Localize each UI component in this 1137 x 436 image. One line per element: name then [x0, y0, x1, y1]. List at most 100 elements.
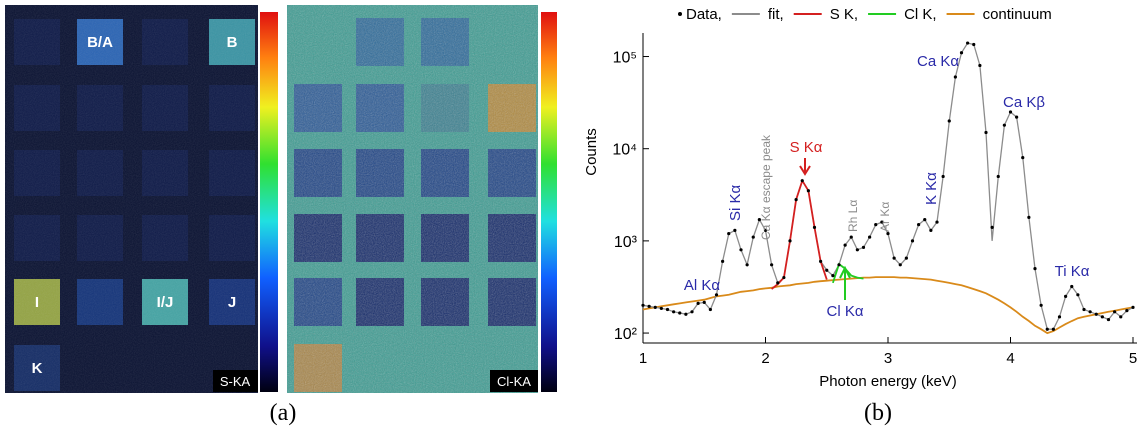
label-box	[213, 370, 258, 392]
data-point	[1131, 305, 1135, 309]
y-tick-label: 10⁴	[612, 142, 637, 159]
data-point	[837, 263, 841, 267]
data-point	[966, 41, 970, 45]
map-label: Cl-KA	[497, 374, 531, 389]
data-point	[708, 307, 712, 312]
y-tick-label: 10⁵	[613, 50, 637, 67]
data-point	[996, 174, 1000, 179]
x-tick-label: 5	[1129, 350, 1137, 367]
peak-label: Ar Kα	[878, 202, 892, 232]
x-axis-title: Photon energy (keV)	[819, 373, 957, 390]
data-point	[782, 275, 786, 280]
legend-label: Cl K,	[904, 6, 937, 23]
data-point	[978, 63, 982, 68]
colorbar	[541, 12, 557, 392]
data-point	[745, 263, 749, 267]
data-point	[929, 228, 933, 232]
data-point	[1015, 115, 1019, 119]
data-point	[672, 310, 676, 314]
x-tick-label: 2	[761, 350, 769, 367]
peak-label: Al Kα	[684, 277, 721, 294]
legend-marker	[678, 12, 682, 16]
data-point	[917, 223, 921, 227]
data-point	[1008, 110, 1013, 114]
data-point	[757, 218, 761, 222]
data-point	[733, 228, 737, 232]
series-line	[642, 276, 1134, 335]
data-point	[910, 239, 915, 243]
data-point	[659, 306, 663, 311]
peak-label: Ti Kα	[1055, 263, 1090, 280]
sample-label: J	[228, 294, 236, 311]
data-point	[1051, 327, 1055, 331]
data-point	[972, 42, 976, 47]
data-point	[880, 220, 884, 224]
data-point	[819, 259, 823, 263]
data-point	[1033, 267, 1037, 271]
data-point	[696, 301, 700, 305]
data-point	[1021, 156, 1025, 160]
data-point	[714, 293, 719, 297]
data-point	[653, 305, 657, 309]
data-point	[898, 263, 902, 267]
peak-label: Ca Kα	[917, 53, 959, 70]
data-point	[959, 51, 964, 55]
data-point	[665, 307, 670, 312]
data-point	[831, 274, 835, 278]
peak-label: Si Kα	[727, 184, 744, 221]
data-point	[984, 130, 988, 135]
data-point	[1082, 307, 1086, 312]
data-point	[1119, 315, 1123, 319]
noise	[287, 5, 538, 393]
data-point	[990, 225, 994, 230]
data-point	[935, 220, 939, 224]
colorbar	[260, 12, 278, 392]
data-point	[1076, 293, 1080, 297]
data-point	[1125, 309, 1129, 313]
data-point	[923, 218, 927, 222]
data-point	[849, 235, 853, 239]
data-point	[702, 300, 706, 305]
sample-label: I	[35, 294, 39, 311]
data-point	[800, 179, 804, 183]
peak-label: Ca Kα escape peak	[759, 134, 773, 240]
data-point	[770, 263, 774, 267]
data-point	[647, 304, 651, 308]
legend-label: S K,	[830, 6, 858, 23]
caption: (b)	[864, 400, 892, 426]
data-point	[776, 281, 780, 285]
series-line	[832, 262, 864, 284]
data-point	[843, 243, 847, 247]
data-point	[1057, 315, 1062, 319]
data-point	[684, 312, 688, 316]
sample-label: K	[32, 360, 43, 377]
data-point	[904, 256, 908, 260]
legend-label: fit,	[768, 6, 784, 23]
data-point	[855, 248, 859, 252]
data-point	[1088, 310, 1092, 314]
data-point	[794, 198, 798, 202]
data-point	[868, 235, 872, 239]
data-point	[886, 231, 890, 236]
x-tick-label: 4	[1006, 350, 1014, 367]
data-point	[892, 256, 896, 260]
sample-label: B	[227, 34, 238, 51]
data-point	[1027, 215, 1031, 219]
y-tick-label: 10²	[614, 326, 638, 343]
data-point	[1070, 284, 1074, 289]
legend-label: Data,	[686, 6, 722, 23]
data-point	[721, 259, 725, 263]
data-point	[806, 189, 810, 193]
data-point	[678, 311, 682, 315]
y-tick-label: 10³	[614, 234, 638, 251]
sample-label: I/J	[157, 294, 174, 311]
data-point	[1002, 123, 1006, 127]
data-point	[861, 245, 866, 249]
series-line	[771, 178, 828, 290]
y-axis-title: Counts	[583, 128, 600, 176]
data-point	[1100, 315, 1104, 319]
arrow	[839, 265, 851, 300]
panel-a: B/A B I I/J J K S-KA Cl-KA	[5, 5, 557, 393]
x-tick-label: 3	[884, 350, 892, 367]
